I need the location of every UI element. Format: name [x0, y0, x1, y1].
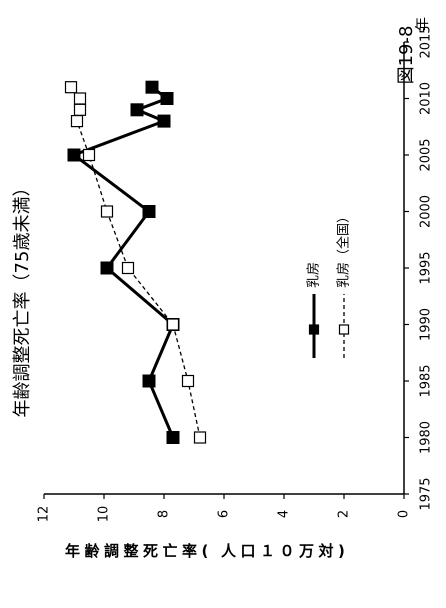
x-tick-label: 2005 [419, 138, 434, 171]
x-tick-label: 2000 [419, 195, 434, 228]
legend-marker [338, 324, 350, 335]
y-tick-label: 12 [37, 506, 52, 523]
x-tick-label: 2015 [419, 25, 434, 58]
x-tick-label: 1975 [419, 477, 434, 510]
y-tick-label: 2 [337, 510, 352, 518]
data-point [100, 205, 114, 218]
series-2 [64, 81, 207, 444]
series-layer [64, 80, 207, 444]
data-point [160, 92, 174, 105]
series-line [70, 86, 201, 438]
y-tick-label: 10 [97, 506, 112, 523]
legend: 乳房 乳房（全国） [306, 210, 352, 358]
x-axis-label: 年 [415, 17, 431, 31]
data-point [142, 374, 156, 388]
data-point [67, 148, 81, 162]
legend-item: 乳房（全国） [336, 210, 352, 358]
data-point [70, 114, 84, 128]
data-point [73, 103, 87, 116]
legend-label: 乳房 [306, 262, 322, 288]
axis-layer: 1975 1980 1985 1990 1995 2000 2005 2010 2015 0 2 4 6… [37, 25, 434, 522]
x-tick-label: 1980 [419, 421, 434, 454]
y-axis-label: 年齢調整死亡率(人口 １ ０ 万対) [65, 542, 345, 560]
data-point [157, 114, 171, 128]
y-tick-label: 0 [397, 510, 412, 518]
data-point [73, 92, 87, 105]
data-point [82, 148, 96, 162]
data-point [145, 80, 159, 94]
data-point [121, 261, 135, 275]
data-point [181, 374, 195, 388]
legend-marker [308, 324, 320, 335]
legend-label: 乳房（全国） [336, 210, 352, 288]
text-layer: 年齢調整死亡率（75歳未満） 図19-8 年 年齢調整死亡率(人口 １ ０ 万対) [12, 17, 431, 560]
y-tick-label: 8 [157, 510, 172, 518]
data-point [100, 261, 114, 275]
data-point [130, 103, 144, 117]
data-point [193, 431, 207, 444]
x-tick-label: 1995 [419, 251, 434, 284]
data-point [166, 431, 180, 444]
series-line [70, 86, 175, 439]
chart-title: 年齢調整死亡率（75歳未満） [12, 179, 33, 418]
x-tick-label: 2010 [419, 82, 434, 115]
figure-label: 図19-8 [396, 26, 417, 85]
y-tick-label: 4 [277, 510, 292, 518]
y-tick-label: 6 [217, 510, 232, 518]
x-tick-label: 1990 [419, 308, 434, 341]
data-point [64, 81, 78, 94]
data-point [166, 318, 180, 331]
data-point [142, 205, 156, 218]
x-tick-label: 1985 [419, 364, 434, 397]
legend-item: 乳房 [306, 262, 322, 358]
series-1 [67, 80, 180, 444]
